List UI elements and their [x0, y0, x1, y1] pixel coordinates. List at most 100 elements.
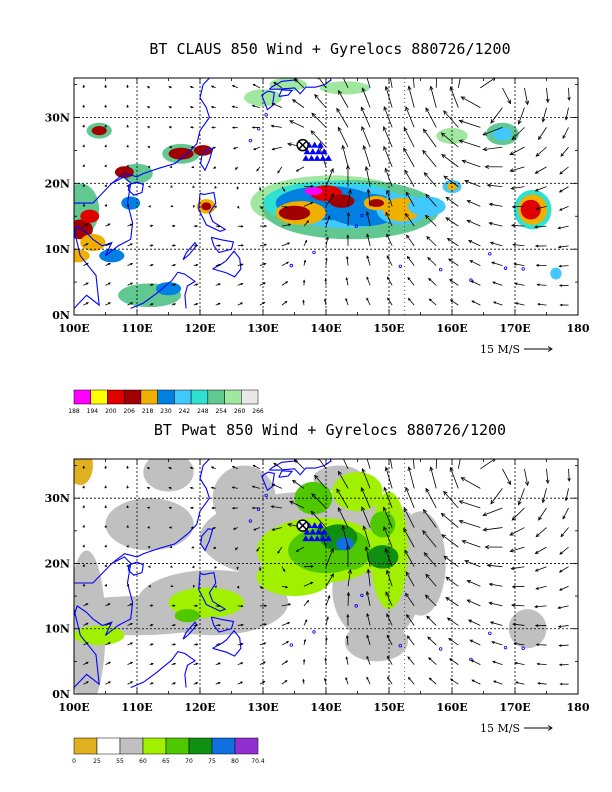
top-wind-vector — [403, 127, 415, 148]
top-wind-arrowhead — [557, 226, 561, 230]
top-wind-arrowhead — [558, 284, 562, 287]
top-wind-arrowhead — [82, 84, 85, 88]
top-wind-vector — [277, 166, 283, 173]
bottom-wind-arrowhead — [326, 616, 329, 620]
bottom-scale-label: 15 M/S — [480, 722, 520, 735]
bottom-island — [438, 647, 443, 651]
bottom-wind-vector — [281, 622, 290, 626]
bottom-wind-vector — [272, 527, 282, 531]
bottom-wind-arrowhead — [104, 524, 107, 528]
top-wind-vector — [562, 127, 569, 139]
bottom-wind-arrowhead — [264, 623, 268, 626]
top-wind-vector — [514, 263, 525, 267]
bottom-wind-arrowhead — [147, 526, 151, 529]
bottom-wind-vector — [542, 488, 547, 503]
bottom-wind-arrowhead — [295, 549, 299, 552]
bottom-wind-vector — [535, 546, 547, 554]
top-island — [360, 213, 364, 218]
top-wind-arrowhead — [314, 94, 319, 99]
top-wind-arrowhead — [232, 147, 236, 150]
bottom-wind-arrowhead — [85, 642, 89, 645]
bottom-shaded-area — [344, 622, 408, 662]
bottom-wind-arrowhead — [147, 545, 151, 549]
top-island — [264, 113, 268, 117]
bottom-wind-arrowhead — [169, 545, 173, 549]
top-lon-label: 180 — [567, 322, 590, 335]
top-shaded-area — [168, 147, 194, 160]
top-wind-arrowhead — [240, 263, 244, 266]
top-wind-arrowhead — [86, 302, 89, 305]
top-wind-arrowhead — [449, 86, 454, 92]
top-wind-arrowhead — [310, 184, 314, 188]
top-wind-arrowhead — [251, 126, 255, 129]
top-colorbar-label: 260 — [234, 408, 246, 415]
top-wind-arrowhead — [460, 96, 466, 101]
top-wind-vector — [428, 278, 437, 286]
top-colorbar-label: 188 — [68, 408, 80, 415]
top-colorbar-label: 254 — [215, 408, 227, 415]
top-wind-vector — [342, 145, 349, 167]
top-wind-vector — [445, 217, 459, 227]
bottom-wind-arrowhead — [560, 533, 564, 538]
bottom-wind-vector — [325, 548, 334, 567]
top-shaded-area — [74, 249, 90, 263]
bottom-wind-vector — [448, 638, 459, 646]
bottom-wind-vector — [425, 574, 437, 587]
top-wind-arrowhead — [218, 263, 222, 267]
bottom-wind-arrowhead — [150, 623, 154, 627]
top-wind-arrowhead — [107, 243, 111, 246]
bottom-panel-title: BT Pwat 850 Wind + Gyrelocs 880726/1200 — [153, 421, 507, 439]
bottom-wind-vector — [389, 459, 393, 469]
top-wind-arrowhead — [252, 83, 256, 87]
top-wind-vector — [423, 172, 437, 187]
top-shaded-area — [80, 234, 106, 252]
top-wind-vector — [565, 107, 569, 120]
top-wind-arrowhead — [460, 66, 463, 70]
top-island — [312, 250, 316, 255]
bottom-wind-vector — [534, 605, 547, 608]
bottom-wind-arrowhead — [427, 636, 431, 640]
bottom-wind-arrowhead — [545, 479, 550, 485]
top-wind-arrowhead — [366, 188, 371, 194]
bottom-wind-arrowhead — [284, 679, 288, 683]
bottom-wind-vector — [383, 526, 393, 548]
top-wind-arrowhead — [311, 112, 316, 118]
bottom-wind-arrowhead — [86, 681, 89, 684]
bottom-wind-vector — [408, 677, 415, 685]
bottom-wind-arrowhead — [189, 486, 193, 490]
top-wind-vector — [515, 302, 525, 306]
bottom-wind-arrowhead — [537, 682, 541, 685]
top-wind-arrowhead — [330, 193, 334, 198]
top-wind-arrowhead — [104, 203, 107, 207]
bottom-wind-arrowhead — [366, 612, 370, 617]
bottom-wind-vector — [336, 488, 349, 509]
top-wind-arrowhead — [490, 119, 495, 124]
top-gyre-triangle — [303, 148, 311, 155]
top-wind-arrowhead — [195, 224, 199, 228]
top-wind-arrowhead — [558, 264, 562, 268]
top-wind-vector — [336, 108, 349, 128]
bottom-wind-vector — [537, 682, 547, 685]
top-wind-vector — [558, 245, 569, 248]
top-wind-arrowhead — [211, 146, 215, 149]
top-shaded-area — [407, 196, 446, 217]
bottom-wind-arrowhead — [341, 524, 346, 530]
top-wind-vector — [413, 78, 415, 88]
top-wind-vector — [467, 200, 481, 207]
bottom-wind-arrowhead — [347, 568, 353, 574]
top-wind-arrowhead — [214, 186, 217, 189]
bottom-coastline — [130, 650, 197, 689]
top-wind-arrowhead — [338, 89, 342, 95]
top-wind-arrowhead — [535, 152, 540, 157]
bottom-wind-arrowhead — [405, 592, 410, 598]
top-wind-arrowhead — [449, 279, 453, 282]
top-wind-arrowhead — [567, 97, 571, 101]
bottom-wind-vector — [296, 546, 305, 552]
bottom-wind-vector — [511, 566, 525, 570]
bottom-wind-arrowhead — [404, 549, 409, 555]
bottom-wind-arrowhead — [365, 590, 370, 596]
top-wind-arrowhead — [509, 151, 515, 156]
top-wind-vector — [450, 299, 459, 306]
bottom-wind-arrowhead — [146, 467, 150, 470]
top-wind-arrowhead — [172, 224, 176, 228]
